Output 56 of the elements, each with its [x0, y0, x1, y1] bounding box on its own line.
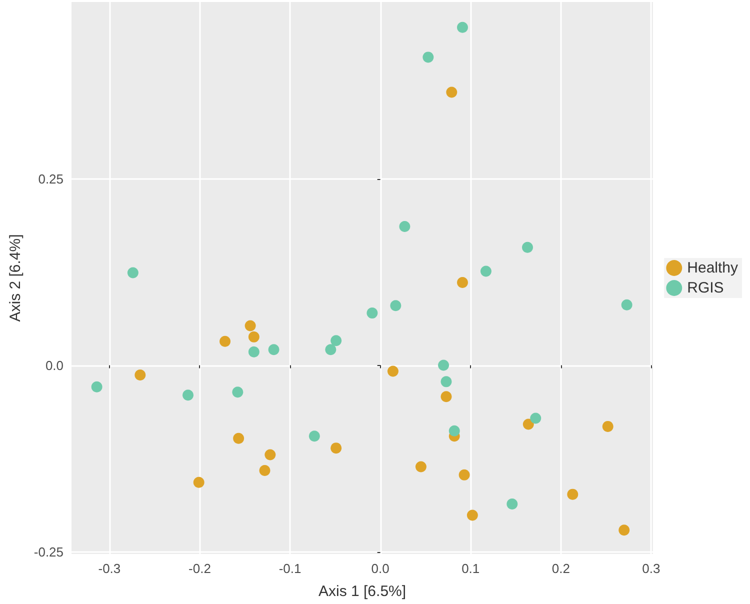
point: [466, 510, 478, 521]
point: [399, 221, 410, 232]
point: [390, 300, 402, 312]
x-tick-label: -0.2: [188, 561, 211, 576]
legend-label: RGIS: [687, 280, 724, 296]
point: [232, 386, 244, 398]
point: [448, 425, 460, 436]
point: [621, 299, 632, 310]
point: [134, 369, 146, 380]
point: [506, 498, 518, 510]
point: [366, 308, 378, 319]
point: [308, 430, 320, 442]
point: [182, 390, 194, 401]
point: [458, 469, 470, 480]
y-axis-title: Axis 2 [6.4%]: [7, 234, 24, 322]
y-tick-label: 0.25: [38, 171, 64, 186]
x-tick-label: 0.3: [642, 561, 660, 576]
y-tick-label: 0.0: [45, 358, 64, 373]
point: [440, 391, 452, 402]
point: [127, 267, 138, 278]
point: [330, 335, 342, 346]
point: [522, 242, 533, 253]
point: [330, 442, 342, 454]
point: [438, 360, 450, 371]
point: [91, 381, 102, 392]
y-tick-label: -0.25: [34, 544, 64, 560]
point: [522, 418, 534, 430]
point: [259, 464, 270, 476]
x-tick-label: 0.2: [552, 561, 570, 576]
point: [325, 344, 336, 356]
point: [457, 22, 468, 33]
point: [248, 331, 260, 342]
point: [248, 346, 260, 358]
point: [244, 320, 256, 332]
point: [618, 524, 630, 536]
point: [193, 476, 204, 488]
x-axis-title: Axis 1 [6.5%]: [318, 583, 406, 600]
x-tick-label: -0.3: [98, 561, 121, 576]
point: [457, 276, 468, 288]
point: [602, 420, 614, 432]
point: [530, 412, 542, 424]
legend-label: Healthy: [687, 260, 738, 276]
point: [268, 344, 280, 356]
point: [422, 52, 434, 63]
point: [567, 488, 578, 500]
point: [440, 376, 452, 388]
x-tick-label: -0.1: [278, 561, 302, 576]
x-tick-label: 0.1: [462, 561, 480, 576]
x-tick-label: 0.0: [371, 561, 390, 576]
point: [233, 432, 244, 444]
point: [480, 266, 492, 277]
point: [264, 449, 276, 460]
point: [220, 336, 231, 347]
point: [415, 461, 426, 472]
point: [387, 366, 398, 377]
point: [446, 86, 458, 98]
